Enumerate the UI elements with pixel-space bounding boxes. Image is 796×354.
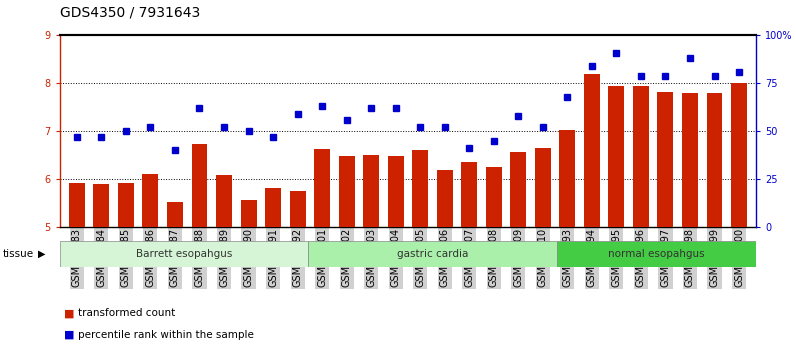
Bar xyxy=(535,148,551,227)
Bar xyxy=(314,149,330,227)
Bar xyxy=(363,155,379,227)
Bar xyxy=(265,188,281,227)
Text: transformed count: transformed count xyxy=(78,308,175,318)
Text: ■: ■ xyxy=(64,330,74,339)
Bar xyxy=(657,92,673,227)
Bar xyxy=(338,156,354,227)
Text: gastric cardia: gastric cardia xyxy=(397,249,469,259)
Bar xyxy=(216,175,232,227)
Bar xyxy=(731,83,747,227)
Bar xyxy=(608,86,624,227)
Bar xyxy=(412,150,428,227)
Bar xyxy=(93,183,109,227)
Bar xyxy=(486,167,501,227)
Bar xyxy=(192,144,208,227)
Text: GDS4350 / 7931643: GDS4350 / 7931643 xyxy=(60,5,200,19)
Bar xyxy=(308,241,557,267)
Text: percentile rank within the sample: percentile rank within the sample xyxy=(78,330,254,339)
Bar xyxy=(462,162,478,227)
Bar xyxy=(118,183,134,227)
Text: tissue: tissue xyxy=(2,249,33,259)
Text: normal esopahgus: normal esopahgus xyxy=(608,249,705,259)
Bar xyxy=(167,202,183,227)
Bar xyxy=(682,93,698,227)
Bar xyxy=(633,86,649,227)
Bar xyxy=(557,241,756,267)
Bar xyxy=(240,200,256,227)
Bar xyxy=(69,183,85,227)
Text: Barrett esopahgus: Barrett esopahgus xyxy=(136,249,232,259)
Bar xyxy=(584,74,600,227)
Bar xyxy=(560,130,576,227)
Bar xyxy=(290,191,306,227)
Bar xyxy=(388,156,404,227)
Bar xyxy=(60,241,308,267)
Text: ▶: ▶ xyxy=(38,249,45,259)
Bar xyxy=(510,153,526,227)
Bar xyxy=(437,170,453,227)
Text: ■: ■ xyxy=(64,308,74,318)
Bar xyxy=(142,174,158,227)
Bar xyxy=(707,93,723,227)
